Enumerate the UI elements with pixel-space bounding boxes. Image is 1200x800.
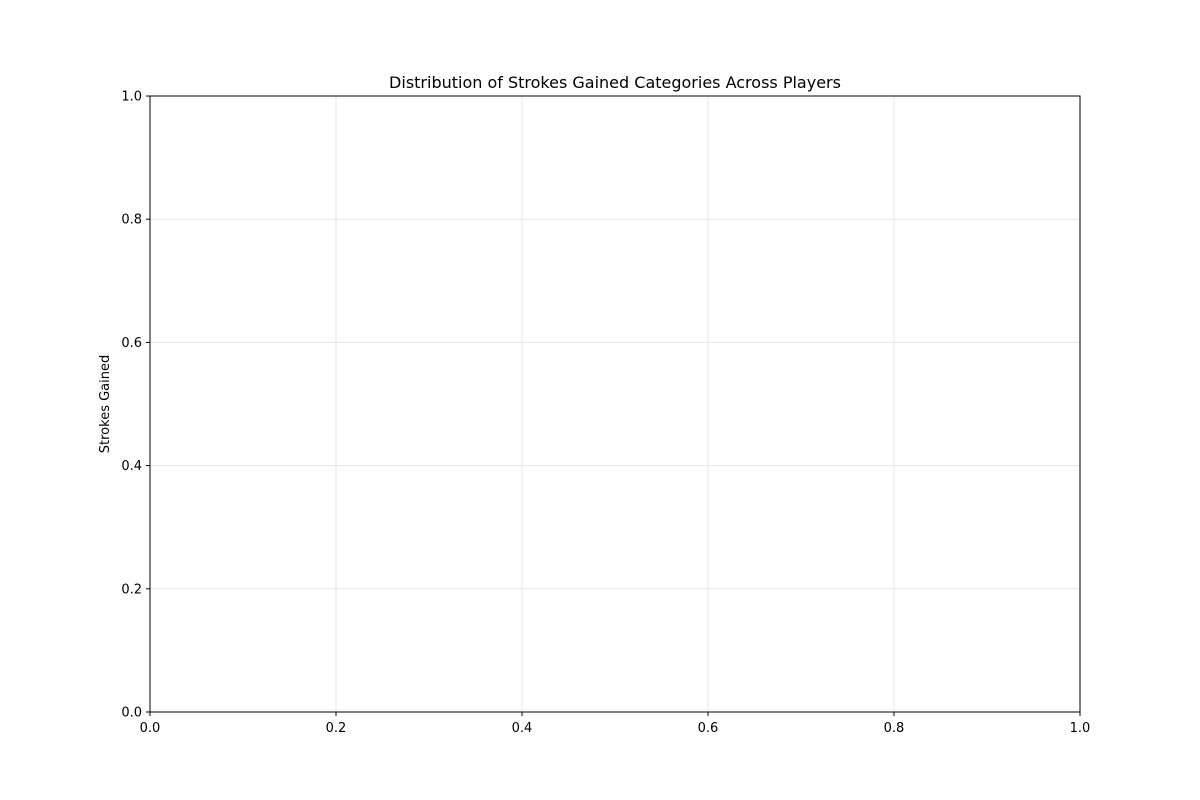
y-tick-label: 0.4 (121, 459, 142, 474)
plot-area (149, 95, 1081, 713)
x-tick-label: 0.0 (140, 721, 161, 736)
x-axis: 0.0 0.2 0.4 0.6 0.8 1.0 (140, 712, 1091, 736)
y-tick-label: 0.8 (121, 213, 142, 228)
x-tick-label: 0.6 (698, 721, 719, 736)
chart-title: Distribution of Strokes Gained Categorie… (389, 73, 841, 92)
y-axis-label: Strokes Gained (98, 355, 113, 453)
x-tick-label: 0.2 (326, 721, 347, 736)
y-tick-label: 1.0 (121, 90, 142, 105)
x-tick-label: 0.4 (512, 721, 533, 736)
x-tick-label: 1.0 (1070, 721, 1091, 736)
y-axis: 0.0 0.2 0.4 0.6 0.8 1.0 (121, 90, 150, 721)
y-tick-label: 0.6 (121, 336, 142, 351)
y-tick-label: 0.2 (121, 582, 142, 597)
x-tick-label: 0.8 (884, 721, 905, 736)
y-tick-label: 0.0 (121, 706, 142, 721)
